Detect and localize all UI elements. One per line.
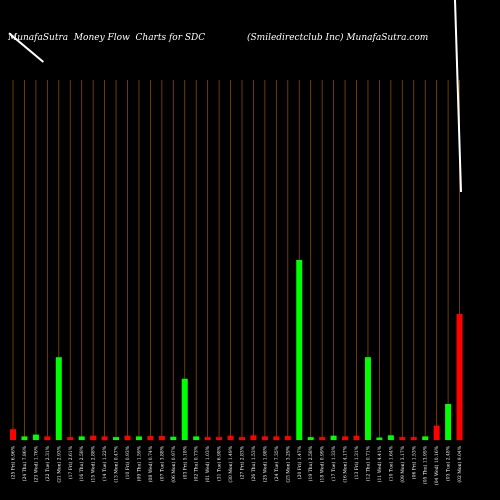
bar-up (364, 357, 371, 440)
bar-down (433, 425, 440, 440)
bar-down (10, 429, 16, 440)
x-tick-label: (06 Fri) 1.53% (410, 445, 417, 479)
x-tick-label: (10 Fri) 0.93% (124, 445, 131, 479)
gridlines (12, 80, 460, 440)
bar-down (399, 437, 406, 440)
x-tick-label: (20 Fri) 1.47% (296, 445, 303, 479)
x-tick-label: (19 Thu) 2.58% (307, 445, 314, 481)
x-tick-label: (15 Wed) 2.88% (90, 445, 97, 482)
x-tick-label: (30 Mon) 1.49% (227, 445, 234, 482)
bar-down (250, 435, 257, 440)
bar-down (227, 435, 234, 440)
bar-up (296, 260, 303, 440)
price-line-layer (8, 0, 462, 193)
bar-up (181, 378, 188, 440)
x-tick-label: (09 Mon) 3.17% (399, 445, 406, 482)
x-tick-label: (17 Tue) 1.33% (330, 445, 337, 481)
x-tick-labels: (25 Fri) 6.96% (24 Thu) 7.86% (23 Wed) 1.7… (10, 445, 464, 485)
bar-up (330, 435, 337, 440)
bar-up (422, 436, 429, 440)
bar-down (261, 436, 268, 440)
x-tick-label: (11 Wed) 4.41% (376, 445, 383, 482)
bar-down (456, 314, 463, 440)
bar-down (353, 435, 360, 440)
bar-up (78, 436, 85, 440)
bar-up (445, 404, 452, 440)
x-tick-label: (18 Wed) 0.99% (319, 445, 326, 482)
bar-down (101, 436, 108, 440)
x-tick-label: (17 Fri) 2.61% (67, 445, 74, 479)
x-tick-label: (03 Tue) 2.48% (445, 445, 452, 481)
x-tick-label: (04 Wed) 10.16% (433, 445, 440, 485)
bar-down (204, 437, 211, 440)
x-tick-label: (09 Thu) 1.59% (135, 445, 142, 481)
bar-up (170, 436, 177, 440)
x-tick-label: (16 Mon) 4.17% (342, 445, 349, 482)
x-tick-label: (05 Thu) 13.95% (422, 445, 429, 484)
x-tick-label: (16 Thu) 2.58% (78, 445, 85, 481)
bar-down (273, 436, 280, 440)
x-tick-label: (23 Mon) 3.29% (284, 445, 291, 482)
x-tick-label: (25 Fri) 6.96% (10, 445, 17, 479)
bar-up (307, 437, 314, 440)
bar-down (216, 437, 223, 440)
x-tick-label: (24 Tue) 7.35% (273, 445, 280, 481)
bar-down (44, 436, 51, 440)
bar-up (113, 437, 120, 440)
bar-down (90, 435, 97, 440)
price-line-right (454, 0, 462, 193)
x-tick-label: (06 Mon) 0.97% (170, 445, 177, 482)
bar-up (387, 435, 394, 440)
x-tick-label: (10 Tue) 1.64% (387, 445, 394, 481)
chart-title: MunafaSutra Money Flow Charts for SDC (7, 33, 205, 43)
x-tick-label: (27 Fri) 2.83% (239, 445, 246, 479)
x-tick-label: (03 Fri) 5.18% (181, 445, 188, 479)
x-tick-label: (22 Tue) 2.31% (44, 445, 51, 481)
bar-down (319, 437, 326, 440)
bar-down (410, 437, 417, 440)
bar-up (21, 436, 28, 440)
bar-down (124, 435, 131, 440)
x-tick-label: (13 Fri) 1.31% (353, 445, 360, 479)
bar-down (67, 437, 74, 440)
x-tick-label: (08 Wed) 0.74% (147, 445, 154, 482)
bars (10, 260, 463, 440)
bar-down (342, 436, 349, 440)
x-tick-label: (02 Thu) 0.73% (193, 445, 200, 481)
x-tick-label: (23 Wed) 1.76% (32, 445, 39, 482)
chart-subtitle: (Smiledirectclub Inc) MunafaSutra.com (247, 32, 428, 43)
x-tick-label: (07 Tue) 3.88% (158, 445, 165, 481)
x-tick-label: (25 Wed) 1.98% (261, 445, 268, 482)
x-tick-label: (13 Mon) 0.47% (113, 445, 120, 482)
x-tick-label: (02 Mon) 9.04% (456, 445, 463, 482)
price-line-left (8, 32, 44, 63)
x-tick-label: (01 Wed) 1.03% (204, 445, 211, 482)
bar-up (193, 436, 200, 440)
bar-down (147, 436, 154, 440)
bar-up (376, 437, 383, 440)
x-tick-label: (14 Tue) 1.22% (101, 445, 108, 481)
x-tick-label: (31 Tue) 6.98% (216, 445, 223, 481)
x-tick-label: (12 Thu) 0.71% (364, 445, 371, 481)
x-tick-label: (26 Thu) 1.53% (250, 445, 257, 481)
x-tick-label: (21 Mon) 2.93% (55, 445, 62, 482)
bar-down (158, 436, 165, 440)
bar-down (284, 436, 291, 440)
x-tick-label: (24 Thu) 7.86% (21, 445, 28, 481)
bar-up (135, 436, 142, 440)
bar-down (239, 437, 245, 440)
bar-up (55, 357, 62, 440)
bar-up (32, 434, 39, 440)
